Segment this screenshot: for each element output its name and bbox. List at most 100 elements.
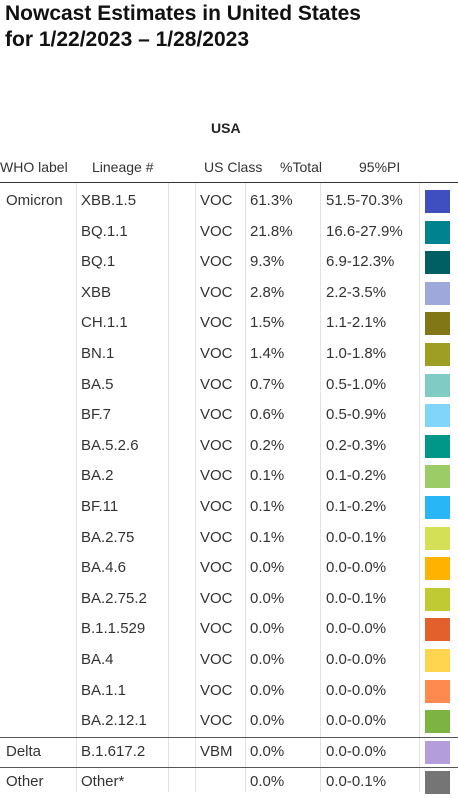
table-row: BA.1.1 VOC 0.0% 0.0-0.0% [0,676,458,707]
pi-range-cell: 0.2-0.3% [326,436,387,454]
lineage-color-swatch [425,434,450,458]
column-header-95pi: 95%PI [359,159,401,175]
table-row: BF.11 VOC 0.1% 0.1-0.2% [0,492,458,523]
percent-total-cell: 0.7% [250,375,285,393]
pi-range-cell: 0.0-0.0% [326,620,387,638]
pi-range-cell: 16.6-27.9% [326,222,403,240]
us-class-cell: VOC [200,650,233,668]
lineage-cell: Other* [81,773,125,791]
us-class-cell: VBM [200,742,233,760]
lineage-color-swatch [425,190,450,213]
table-row: BQ.1.1 VOC 21.8% 16.6-27.9% [0,217,458,248]
table-row: BA.2.75.2 VOC 0.0% 0.0-0.1% [0,584,458,615]
lineage-cell: XBB.1.5 [81,192,137,209]
group-divider-delta [0,737,458,738]
lineage-cell: BA.2 [81,467,114,485]
percent-total-cell: 0.0% [250,559,285,577]
us-class-cell: VOC [200,375,233,393]
us-class-cell: VOC [200,253,233,271]
table-row: XBB VOC 2.8% 2.2-3.5% [0,278,458,309]
pi-range-cell: 0.0-0.0% [326,559,387,577]
pi-range-cell: 0.0-0.0% [326,712,387,730]
lineage-cell: BA.4.6 [81,559,127,577]
lineage-cell: BA.5.2.6 [81,436,139,454]
column-divider [195,183,196,792]
column-header-who-label: WHO label [0,159,68,175]
lineage-color-swatch [425,771,450,795]
lineage-cell: BF.11 [81,497,119,515]
lineage-color-swatch [425,587,450,611]
column-divider [245,183,246,792]
pi-range-cell: 6.9-12.3% [326,253,395,271]
us-class-cell: VOC [200,283,233,301]
percent-total-cell: 61.3% [250,192,293,209]
nowcast-table-body: Omicron XBB.1.5 VOC 61.3% 51.5-70.3% BQ.1.1 VO… [0,186,458,798]
lineage-cell: BA.5 [81,375,114,393]
lineage-cell: BQ.1.1 [81,222,128,240]
lineage-color-swatch [425,251,450,275]
column-header-lineage: Lineage # [92,159,154,175]
us-class-cell: VOC [200,467,233,485]
pi-range-cell: 51.5-70.3% [326,192,403,209]
percent-total-cell: 0.0% [250,742,285,760]
who-label-cell: Omicron [6,192,63,209]
percent-total-cell: 9.3% [250,253,285,271]
table-row: BA.4.6 VOC 0.0% 0.0-0.0% [0,553,458,584]
lineage-cell: BF.7 [81,406,112,424]
lineage-color-swatch [425,618,450,642]
table-row: BQ.1 VOC 9.3% 6.9-12.3% [0,247,458,278]
percent-total-cell: 0.0% [250,712,285,730]
page-title: Nowcast Estimates in United States for 1… [5,2,361,51]
us-class-cell: VOC [200,559,233,577]
pi-range-cell: 0.0-0.1% [326,589,387,607]
column-header-us-class: US Class [204,159,263,175]
table-row: CH.1.1 VOC 1.5% 1.1-2.1% [0,308,458,339]
table-row: BA.5 VOC 0.7% 0.5-1.0% [0,370,458,401]
lineage-color-swatch [425,679,450,703]
lineage-color-swatch [425,648,450,672]
pi-range-cell: 1.0-1.8% [326,344,387,362]
lineage-cell: BN.1 [81,344,115,362]
lineage-color-swatch [425,373,450,397]
lineage-color-swatch [425,740,450,764]
lineage-color-swatch [425,465,450,489]
table-row: BA.4 VOC 0.0% 0.0-0.0% [0,645,458,676]
lineage-color-swatch [425,342,450,366]
percent-total-cell: 0.0% [250,620,285,638]
column-divider [419,183,420,792]
pi-range-cell: 1.1-2.1% [326,314,387,332]
lineage-cell: BA.2.75.2 [81,589,147,607]
lineage-cell: BA.4 [81,650,114,668]
percent-total-cell: 0.1% [250,467,285,485]
percent-total-cell: 1.4% [250,344,285,362]
pi-range-cell: 0.1-0.2% [326,497,387,515]
percent-total-cell: 0.0% [250,650,285,668]
header-divider [0,182,458,183]
percent-total-cell: 2.8% [250,283,285,301]
lineage-cell: CH.1.1 [81,314,128,332]
lineage-cell: BA.1.1 [81,681,127,699]
table-row: BF.7 VOC 0.6% 0.5-0.9% [0,400,458,431]
lineage-color-swatch [425,526,450,550]
us-class-cell: VOC [200,681,233,699]
pi-range-cell: 0.0-0.1% [326,528,387,546]
us-class-cell: VOC [200,712,233,730]
lineage-color-swatch [425,710,450,734]
pi-range-cell: 0.5-0.9% [326,406,387,424]
us-class-cell: VOC [200,222,233,240]
table-row: Omicron XBB.1.5 VOC 61.3% 51.5-70.3% [0,186,458,217]
lineage-color-swatch [425,557,450,581]
us-class-cell: VOC [200,497,233,515]
column-divider [76,183,77,792]
percent-total-cell: 0.6% [250,406,285,424]
table-row: B.1.1.529 VOC 0.0% 0.0-0.0% [0,614,458,645]
percent-total-cell: 0.0% [250,773,285,791]
percent-total-cell: 0.1% [250,497,285,515]
pi-range-cell: 0.0-0.0% [326,681,387,699]
pi-range-cell: 0.0-0.1% [326,773,387,791]
lineage-cell: BA.2.75 [81,528,135,546]
us-class-cell: VOC [200,192,233,209]
percent-total-cell: 0.2% [250,436,285,454]
table-row: BA.5.2.6 VOC 0.2% 0.2-0.3% [0,431,458,462]
column-header-percent-total: %Total [280,159,323,175]
